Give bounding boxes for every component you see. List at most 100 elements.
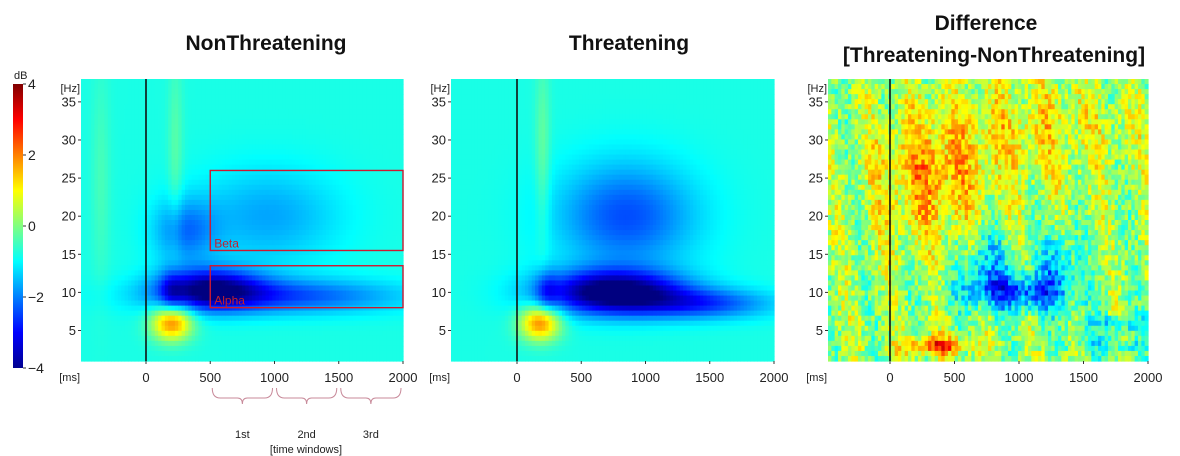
heatmap-cell [211, 295, 216, 302]
heatmap-cell [117, 189, 122, 196]
heatmap-cell [255, 149, 260, 156]
heatmap-cell [114, 84, 119, 90]
heatmap-cell [235, 84, 240, 90]
heatmap-cell [114, 204, 119, 211]
heatmap-cell [329, 270, 334, 276]
heatmap-cell [164, 235, 169, 241]
heatmap-cell [352, 134, 357, 141]
heatmap-cell [242, 345, 246, 352]
heatmap-cell [158, 300, 163, 307]
heatmap-cell [188, 189, 193, 196]
heatmap-cell [238, 335, 243, 342]
heatmap-cell [369, 300, 374, 307]
heatmap-cell [171, 320, 176, 327]
heatmap-cell [215, 270, 220, 276]
heatmap-cell [278, 214, 283, 221]
heatmap-cell [91, 220, 96, 226]
heatmap-cell [262, 295, 267, 302]
heatmap-cell [164, 164, 169, 171]
heatmap-cell [81, 355, 85, 362]
heatmap-cell [191, 335, 196, 342]
heatmap-cell [164, 285, 169, 292]
heatmap-cell [154, 154, 159, 161]
heatmap-cell [81, 109, 85, 115]
heatmap-cell [158, 330, 163, 337]
heatmap-cell [285, 114, 290, 120]
heatmap-cell [282, 300, 287, 307]
heatmap-cell [104, 270, 109, 276]
heatmap-cell [282, 124, 287, 130]
heatmap-cell [138, 94, 142, 100]
heatmap-cell [339, 240, 344, 246]
heatmap-cell [295, 169, 300, 176]
heatmap-cell [342, 280, 347, 287]
heatmap-cell [114, 109, 119, 115]
heatmap-cell [302, 114, 307, 120]
heatmap-cell [171, 99, 176, 105]
heatmap-cell [184, 305, 189, 312]
heatmap-cell [322, 149, 327, 156]
heatmap-cell [84, 109, 89, 115]
heatmap-cell [91, 310, 96, 317]
heatmap-cell [322, 144, 327, 151]
heatmap-cell [245, 285, 250, 292]
heatmap-cell [265, 265, 270, 271]
heatmap-cell [255, 84, 260, 90]
heatmap-cell [117, 164, 122, 171]
heatmap-cell [255, 255, 260, 261]
heatmap-cell [262, 89, 267, 95]
heatmap-cell [201, 290, 206, 297]
heatmap-cell [315, 199, 320, 206]
heatmap-cell [352, 320, 357, 327]
heatmap-cell [154, 109, 159, 115]
heatmap-cell [315, 250, 320, 256]
heatmap-cell [158, 199, 163, 206]
heatmap-cell [372, 119, 377, 125]
heatmap-cell [127, 209, 132, 216]
heatmap-cell [171, 285, 176, 292]
heatmap-cell [87, 230, 92, 236]
heatmap-cell [188, 214, 193, 221]
heatmap-cell [275, 295, 280, 302]
heatmap-cell [198, 245, 203, 251]
heatmap-cell [359, 114, 364, 120]
heatmap-cell [117, 184, 122, 191]
heatmap-cell [138, 174, 142, 181]
heatmap-cell [87, 220, 92, 226]
heatmap-cell [288, 290, 293, 297]
heatmap-cell [255, 119, 260, 125]
heatmap-cell [265, 204, 270, 211]
heatmap-cell [319, 270, 324, 276]
heatmap-cell [288, 225, 293, 231]
heatmap-cell [315, 275, 320, 282]
heatmap-cell [148, 114, 153, 120]
heatmap-cell [366, 350, 371, 357]
heatmap-cell [345, 330, 350, 337]
heatmap-cell [302, 275, 307, 282]
heatmap-cell [195, 194, 199, 201]
heatmap-cell [124, 350, 129, 357]
heatmap-cell [121, 94, 126, 100]
heatmap-cell [345, 174, 350, 181]
heatmap-cell [124, 325, 129, 332]
heatmap-cell [117, 335, 122, 342]
heatmap-cell [154, 250, 159, 256]
heatmap-cell [319, 255, 324, 261]
heatmap-cell [238, 209, 243, 216]
heatmap-cell [141, 179, 146, 186]
heatmap-cell [349, 340, 354, 347]
heatmap-cell [158, 255, 163, 261]
heatmap-cell [275, 164, 280, 171]
heatmap-cell [366, 209, 371, 216]
heatmap-cell [87, 144, 92, 151]
heatmap-cell [124, 104, 129, 110]
heatmap-cell [104, 290, 109, 297]
heatmap-cell [154, 335, 159, 342]
heatmap-cell [84, 174, 89, 181]
heatmap-cell [174, 345, 179, 352]
heatmap-cell [104, 275, 109, 282]
heatmap-cell [218, 290, 223, 297]
heatmap-cell [211, 164, 216, 171]
heatmap-cell [282, 315, 287, 322]
heatmap-cell [225, 300, 230, 307]
